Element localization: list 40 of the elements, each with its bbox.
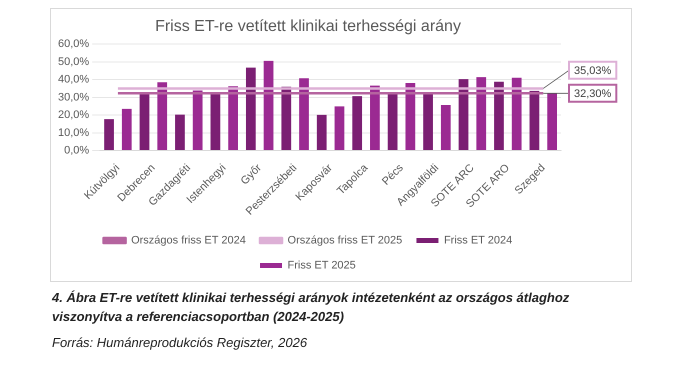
bar xyxy=(299,78,309,150)
bar xyxy=(334,106,344,150)
bar xyxy=(512,78,522,150)
bar xyxy=(423,93,433,150)
bar xyxy=(316,114,327,150)
bar xyxy=(530,90,540,150)
y-tick-label: 40,0% xyxy=(58,74,90,86)
y-tick-label: 30,0% xyxy=(58,91,90,104)
bar xyxy=(352,96,362,150)
bar xyxy=(175,114,185,150)
bar xyxy=(122,108,132,150)
legend-label: Friss ET 2024 xyxy=(444,234,512,247)
bar xyxy=(246,68,256,150)
bar xyxy=(458,79,468,150)
y-tick-label: 50,0% xyxy=(58,56,90,68)
bar xyxy=(370,86,380,150)
bar xyxy=(104,119,114,150)
bar xyxy=(476,77,486,150)
y-tick-label: 20,0% xyxy=(58,109,90,122)
bar xyxy=(140,92,150,150)
bar xyxy=(440,104,451,150)
data-label: 35,03% xyxy=(574,64,612,77)
chart-title: Friss ET-re vetített klinikai terhességi arány xyxy=(155,18,461,36)
legend-label: Országos friss ET 2025 xyxy=(288,234,402,247)
text: Forrás: Humánreprodukciós Regiszter, 2026 xyxy=(52,335,308,350)
bar xyxy=(264,60,274,150)
text: 4. Ábra ET-re vetített klinikai terhességi arányok intézetenként az országos átlaghoz viszonyítva a referenciacsoportban (2024-2025) xyxy=(52,289,570,326)
bar xyxy=(281,86,292,150)
data-label: 32,30% xyxy=(574,88,612,100)
bar xyxy=(192,90,203,150)
legend-label: Országos friss ET 2024 xyxy=(131,234,246,247)
y-tick-label: 10,0% xyxy=(58,126,90,139)
bar xyxy=(210,94,220,150)
y-tick-label: 60,0% xyxy=(58,38,90,50)
legend-label: Friss ET 2025 xyxy=(288,260,356,272)
y-tick-label: 0,0% xyxy=(64,144,90,157)
bar xyxy=(547,93,558,150)
bar xyxy=(157,82,168,150)
bar xyxy=(494,82,504,150)
bar xyxy=(228,86,238,150)
